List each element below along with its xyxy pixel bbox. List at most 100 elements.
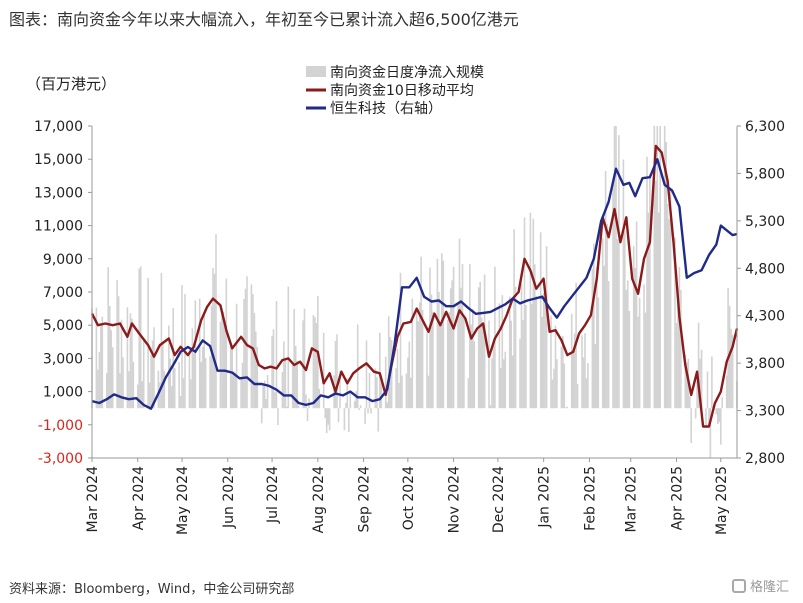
daily-flow-bar (98, 352, 101, 409)
daily-flow-bar (449, 288, 452, 409)
daily-flow-bar (429, 267, 431, 409)
daily-flow-bar (255, 331, 257, 409)
x-tick-label: Jul 2024 (265, 466, 281, 524)
daily-flow-bar (721, 397, 723, 409)
daily-flow-bar (727, 287, 729, 409)
daily-flow-bar (191, 328, 194, 409)
daily-flow-bar (523, 217, 526, 409)
y-left-tick-label: -1,000 (38, 418, 83, 434)
daily-flow-bar (277, 408, 279, 426)
daily-flow-bar (157, 370, 160, 409)
daily-flow-bar (271, 335, 273, 409)
daily-flow-bar (550, 315, 552, 409)
daily-flow-bar (296, 360, 298, 409)
daily-flow-bar (663, 126, 666, 409)
y-left-tick-label: 17,000 (34, 119, 83, 135)
x-tick-label: Dec 2024 (491, 466, 507, 533)
daily-flow-bar (410, 377, 412, 409)
daily-flow-bar (349, 390, 352, 409)
daily-flow-bar (172, 308, 174, 409)
daily-flow-bar (545, 246, 548, 409)
daily-flow-bar (446, 319, 449, 409)
daily-flow-bar (566, 406, 569, 409)
daily-flow-bar (390, 339, 393, 409)
daily-flow-bar (421, 309, 424, 409)
daily-flow-bar (604, 171, 607, 409)
daily-flow-bar (322, 332, 325, 409)
y-right-tick-label: 6,300 (745, 119, 785, 135)
daily-flow-bar (256, 347, 259, 409)
daily-flow-bar (649, 174, 651, 409)
daily-flow-bar (128, 371, 130, 409)
daily-flow-bar (457, 302, 459, 409)
daily-flow-bar (131, 318, 133, 409)
daily-flow-bar (498, 303, 501, 409)
daily-flow-bar (408, 341, 411, 409)
daily-flow-bar (551, 379, 554, 409)
daily-flow-bar (553, 368, 555, 409)
daily-flow-bar (345, 403, 347, 409)
daily-flow-bar (283, 341, 285, 409)
daily-flow-bar (374, 368, 377, 409)
daily-flow-bar (603, 265, 605, 409)
daily-flow-bar (689, 396, 691, 409)
daily-flow-bar (420, 256, 422, 409)
daily-flow-bar (234, 372, 236, 409)
daily-flow-bar (275, 301, 278, 409)
x-tick-label: Jun 2024 (221, 466, 237, 529)
x-tick-label: Feb 2025 (582, 466, 598, 531)
daily-flow-bar (336, 334, 338, 409)
daily-flow-bar (606, 223, 608, 409)
y-left-tick-label: 9,000 (43, 252, 83, 268)
daily-flow-bar (147, 278, 149, 409)
page-title: 图表：南向资金今年以来大幅流入，年初至今已累计流入超6,500亿港元 (9, 10, 519, 29)
daily-flow-bar (253, 313, 256, 409)
daily-flow-bar (173, 368, 176, 409)
daily-flow-bar (384, 356, 387, 409)
daily-flow-bar (697, 322, 700, 409)
daily-flow-bar (348, 408, 350, 433)
daily-flow-bar (353, 401, 356, 409)
y-right-tick-label: 5,800 (745, 166, 785, 182)
daily-flow-bar (634, 267, 636, 409)
daily-flow-bar (95, 307, 98, 409)
daily-flow-bar (200, 361, 202, 409)
watermark-text: 格隆汇 (749, 580, 789, 595)
daily-flow-bar (730, 328, 732, 409)
daily-flow-bar (232, 371, 235, 409)
y-left-tick-label: 5,000 (43, 318, 83, 334)
y-left-tick-label: -3,000 (38, 451, 83, 467)
daily-flow-bar (668, 218, 670, 409)
daily-flow-bar (286, 406, 288, 409)
daily-flow-bar (690, 408, 692, 444)
daily-flow-bar (492, 340, 495, 409)
y-left-tick-label: 13,000 (34, 185, 83, 201)
hstech-line (91, 158, 738, 410)
daily-flow-bar (718, 408, 721, 422)
daily-flow-bar (618, 135, 620, 409)
legend-label: 南向资金10日移动平均 (330, 83, 474, 99)
daily-flow-bar (514, 286, 517, 409)
daily-flow-bar (500, 367, 502, 409)
daily-flow-bar (405, 373, 408, 409)
daily-flow-bar (339, 370, 341, 409)
daily-flow-bar (116, 280, 118, 409)
daily-flow-bar (534, 264, 536, 409)
daily-flow-bar (628, 311, 631, 409)
daily-flow-bar (169, 358, 171, 409)
daily-flow-bar (159, 382, 161, 409)
daily-flow-bar (624, 231, 626, 409)
daily-flow-bar (483, 274, 486, 409)
daily-flow-bar (655, 180, 657, 409)
y-left-tick-label: 7,000 (43, 285, 83, 301)
daily-flow-bar (680, 290, 682, 409)
daily-flow-bar (675, 322, 678, 409)
daily-flow-bar (699, 358, 701, 409)
daily-flow-bar (120, 319, 123, 409)
daily-flow-bar (107, 267, 109, 409)
daily-flow-bar (365, 340, 368, 409)
daily-flow-bar (334, 341, 337, 409)
daily-flow-bar (148, 382, 151, 409)
legend-label: 恒生科技（右轴） (330, 101, 442, 117)
daily-flow-bar (398, 383, 400, 409)
